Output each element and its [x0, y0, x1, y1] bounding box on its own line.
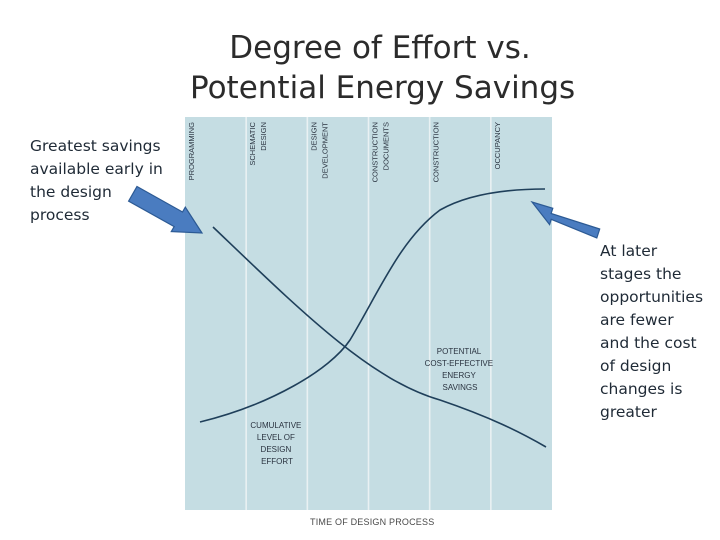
phase-label: SCHEMATIC [248, 121, 257, 165]
note-line: opportunities [600, 288, 704, 306]
effort-label: CUMULATIVE LEVEL OF DESIGN EFFORT [250, 421, 303, 466]
left-arrow-icon [127, 185, 204, 234]
phase-label: DESIGN [309, 122, 318, 151]
effort-curve [199, 188, 546, 423]
effort-label-line: LEVEL OF [257, 433, 295, 442]
effort-label-line: EFFORT [261, 457, 293, 466]
note-line: changes is [600, 380, 683, 398]
note-line: and the cost [600, 334, 697, 352]
note-line: the design [30, 183, 112, 201]
x-axis-label: TIME OF DESIGN PROCESS [310, 517, 435, 527]
savings-label-line: ENERGY [442, 371, 476, 380]
note-line: stages the [600, 265, 682, 283]
note-line: Greatest savings [30, 137, 161, 155]
phase-label: CONSTRUCTION [432, 122, 441, 182]
note-line: process [30, 206, 90, 224]
note-line: are fewer [600, 311, 674, 329]
note-line: greater [600, 403, 657, 421]
savings-label-line: COST-EFFECTIVE [425, 359, 493, 368]
note-line: available early in [30, 160, 163, 178]
savings-curve [212, 226, 547, 448]
effort-label-line: DESIGN [261, 445, 292, 454]
effort-label-line: CUMULATIVE [250, 421, 301, 430]
title-line-1: Degree of Effort vs. [229, 30, 531, 66]
early-savings-note: Greatest savings available early in the … [30, 135, 163, 227]
later-stages-note: At later stages the opportunities are fe… [600, 240, 703, 424]
phase-label: DOCUMENTS [382, 122, 391, 170]
phase-label: DESIGN [259, 122, 268, 151]
phase-label: CONSTRUCTION [371, 122, 380, 182]
phase-label: PROGRAMMING [187, 122, 196, 181]
savings-label-line: SAVINGS [443, 383, 478, 392]
note-line: of design [600, 357, 672, 375]
phase-label: OCCUPANCY [493, 122, 502, 169]
title-line-2: Potential Energy Savings [190, 70, 576, 106]
note-line: At later [600, 242, 658, 260]
phase-dividers [245, 117, 492, 510]
savings-label-line: POTENTIAL [437, 347, 482, 356]
phase-label: DEVELOPMENT [320, 122, 329, 179]
page-title: Degree of Effort vs. Potential Energy Sa… [190, 28, 576, 108]
savings-label: POTENTIAL COST-EFFECTIVE ENERGY SAVINGS [425, 347, 496, 392]
phase-labels: PROGRAMMING SCHEMATIC DESIGN DESIGN DEVELOPM… [187, 121, 502, 182]
right-arrow-icon [530, 200, 601, 239]
